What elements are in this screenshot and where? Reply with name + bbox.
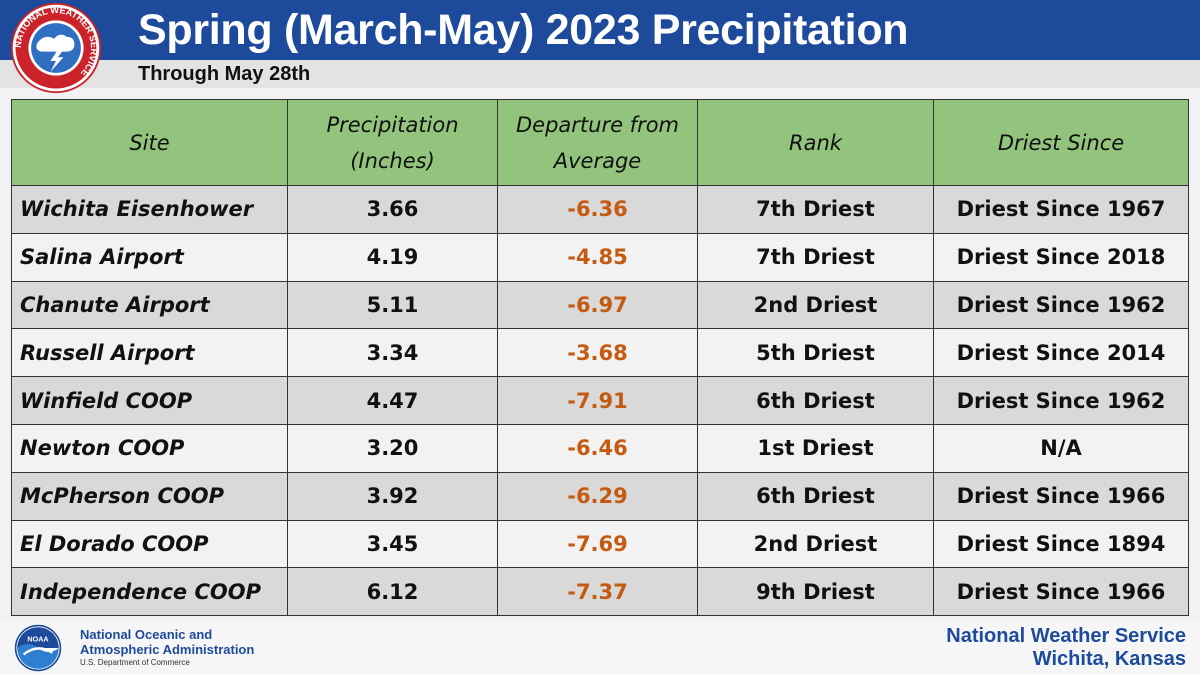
precipitation-cell: 3.66 [287, 185, 498, 234]
footer-bar [0, 622, 1200, 674]
table-row: Russell Airport 3.34 -3.68 5th Driest Dr… [11, 328, 1189, 378]
departure-cell: -4.85 [497, 232, 698, 282]
site-cell: Salina Airport [11, 232, 288, 282]
site-cell: McPherson COOP [11, 471, 288, 521]
departure-cell: -7.37 [497, 567, 698, 617]
table-row: Chanute Airport 5.11 -6.97 2nd Driest Dr… [11, 280, 1189, 330]
column-header-precipitation: Precipitation (Inches) [287, 99, 498, 186]
precipitation-cell: 4.19 [287, 232, 498, 282]
driest-since-cell: Driest Since 1967 [933, 185, 1189, 234]
nws-office: National Weather Service Wichita, Kansas [946, 625, 1186, 671]
noaa-name-line2: Atmospheric Administration [80, 642, 255, 657]
rank-cell: 5th Driest [697, 328, 934, 378]
table-row: El Dorado COOP 3.45 -7.69 2nd Driest Dri… [11, 519, 1189, 569]
rank-cell: 6th Driest [697, 471, 934, 521]
driest-since-cell: Driest Since 1966 [933, 471, 1189, 521]
column-header-departure: Departure from Average [497, 99, 698, 186]
table-row: Winfield COOP 4.47 -7.91 6th Driest Drie… [11, 376, 1189, 425]
driest-since-cell: Driest Since 1966 [933, 567, 1189, 617]
site-cell: Winfield COOP [11, 376, 288, 425]
site-cell: El Dorado COOP [11, 519, 288, 569]
page-subtitle: Through May 28th [138, 63, 311, 85]
departure-cell: -6.46 [497, 423, 698, 473]
precipitation-cell: 6.12 [287, 567, 498, 617]
precipitation-table: Site Precipitation (Inches) Departure fro… [11, 99, 1189, 617]
site-cell: Independence COOP [11, 567, 288, 617]
departure-cell: -3.68 [497, 328, 698, 378]
departure-cell: -6.29 [497, 471, 698, 521]
table-row: Wichita Eisenhower 3.66 -6.36 7th Driest… [11, 185, 1189, 234]
table-row: Independence COOP 6.12 -7.37 9th Driest … [11, 567, 1189, 617]
site-cell: Russell Airport [11, 328, 288, 378]
table-header-row: Site Precipitation (Inches) Departure fro… [11, 99, 1189, 186]
precipitation-cell: 3.34 [287, 328, 498, 378]
driest-since-cell: Driest Since 2018 [933, 232, 1189, 282]
precipitation-cell: 3.92 [287, 471, 498, 521]
noaa-logo: NOAA [14, 624, 62, 672]
noaa-name-line1: National Oceanic and [80, 627, 213, 642]
rank-cell: 2nd Driest [697, 280, 934, 330]
table-row: McPherson COOP 3.92 -6.29 6th Driest Dri… [11, 471, 1189, 521]
precipitation-table-container: Site Precipitation (Inches) Departure fro… [11, 99, 1189, 617]
table-row: Newton COOP 3.20 -6.46 1st Driest N/A [11, 423, 1189, 473]
nws-logo: NATIONAL WEATHER SERVICE [10, 2, 102, 94]
noaa-logo-text: NOAA [27, 635, 48, 644]
column-header-site: Site [11, 99, 288, 186]
nws-office-location: Wichita, Kansas [1032, 648, 1186, 670]
rank-cell: 9th Driest [697, 567, 934, 617]
table-row: Salina Airport 4.19 -4.85 7th Driest Dri… [11, 232, 1189, 282]
precipitation-cell: 4.47 [287, 376, 498, 425]
title-bar [0, 0, 1200, 60]
departure-cell: -7.69 [497, 519, 698, 569]
driest-since-cell: Driest Since 1894 [933, 519, 1189, 569]
rank-cell: 1st Driest [697, 423, 934, 473]
site-cell: Wichita Eisenhower [11, 185, 288, 234]
page-title: Spring (March-May) 2023 Precipitation [138, 6, 909, 54]
noaa-name: National Oceanic and Atmospheric Adminis… [80, 627, 254, 657]
precipitation-cell: 3.45 [287, 519, 498, 569]
driest-since-cell: Driest Since 1962 [933, 280, 1189, 330]
column-header-driest-since: Driest Since [933, 99, 1189, 186]
driest-since-cell: Driest Since 1962 [933, 376, 1189, 425]
site-cell: Chanute Airport [11, 280, 288, 330]
rank-cell: 6th Driest [697, 376, 934, 425]
precipitation-cell: 3.20 [287, 423, 498, 473]
rank-cell: 2nd Driest [697, 519, 934, 569]
driest-since-cell: N/A [933, 423, 1189, 473]
driest-since-cell: Driest Since 2014 [933, 328, 1189, 378]
nws-office-name: National Weather Service [946, 625, 1186, 647]
column-header-rank: Rank [697, 99, 934, 186]
site-cell: Newton COOP [11, 423, 288, 473]
departure-cell: -7.91 [497, 376, 698, 425]
noaa-dept: U.S. Department of Commerce [80, 658, 190, 667]
rank-cell: 7th Driest [697, 232, 934, 282]
table-body: Wichita Eisenhower 3.66 -6.36 7th Driest… [11, 185, 1189, 617]
departure-cell: -6.36 [497, 185, 698, 234]
rank-cell: 7th Driest [697, 185, 934, 234]
subtitle-bar [0, 60, 1200, 88]
departure-cell: -6.97 [497, 280, 698, 330]
precipitation-cell: 5.11 [287, 280, 498, 330]
